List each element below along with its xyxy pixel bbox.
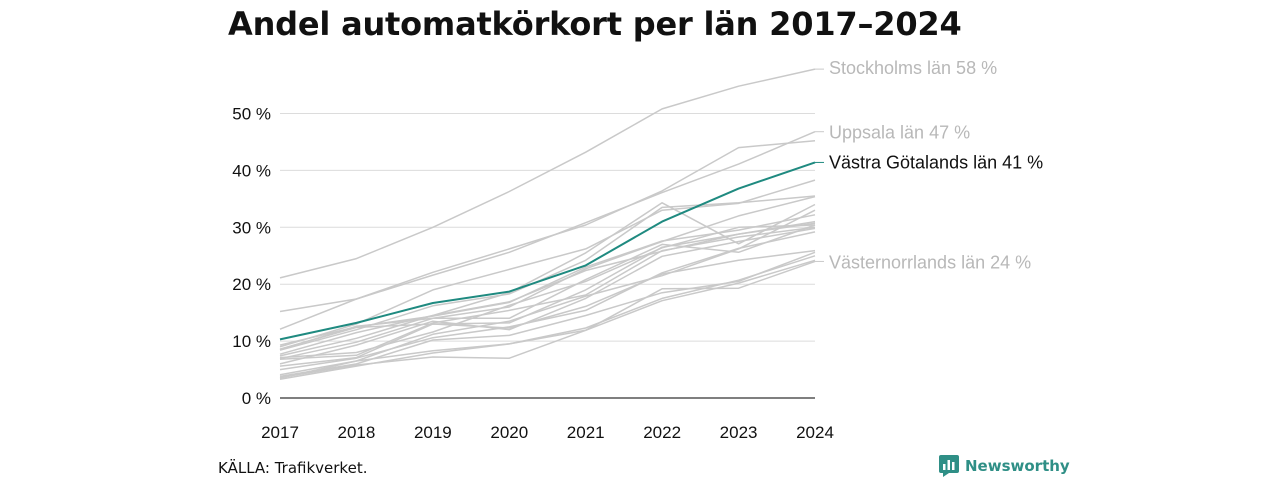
x-tick-label: 2020 [490,423,528,442]
newsworthy-icon [939,455,959,477]
brand-logo: Newsworthy [939,455,1070,477]
y-tick-label: 10 % [232,332,271,351]
county-line [279,179,816,348]
county-line [279,214,816,346]
county-line [279,209,816,376]
labeled-county-lines [279,68,816,379]
series-labels: Stockholms län 58 % Uppsala län 47 % Väste… [815,58,1043,272]
x-tick-label: 2019 [414,423,452,442]
county-line [279,249,816,350]
county-line [279,220,816,367]
county-line [279,259,816,379]
x-tick-label: 2018 [338,423,376,442]
series-label: Uppsala län 47 % [829,123,970,143]
y-tick-label: 20 % [232,275,271,294]
county-line [279,224,816,360]
county-line [279,226,816,361]
county-line [279,231,816,371]
brand-name: Newsworthy [965,457,1070,475]
y-tick-label: 0 % [242,389,271,408]
y-tick-label: 30 % [232,218,271,237]
y-axis-ticks: 0 % 10 % 20 % 30 % 40 % 50 % [232,105,271,409]
series-label: Stockholms län 58 % [829,58,997,78]
x-tick-label: 2022 [643,423,681,442]
x-tick-label: 2021 [567,423,605,442]
highlight-county-line [279,161,816,341]
y-tick-label: 40 % [232,161,271,180]
county-line [279,224,816,359]
x-tick-label: 2017 [261,423,299,442]
source-note: KÄLLA: Trafikverket. [218,459,368,477]
county-line [279,227,816,365]
labeled-county-line [279,68,816,279]
x-tick-label: 2024 [796,423,834,442]
x-tick-label: 2023 [720,423,758,442]
highlight-line [279,161,816,341]
x-axis-ticks: 2017 2018 2019 2020 2021 2022 2023 2024 [261,423,834,442]
labeled-county-line [279,131,816,330]
chart-title: Andel automatkörkort per län 2017–2024 [228,5,962,43]
highlight-label: Västra Götalands län 41 % [829,152,1043,172]
county-lines [279,140,816,380]
y-tick-label: 50 % [232,105,271,124]
labeled-county-line [279,260,816,379]
series-label: Västernorrlands län 24 % [829,252,1031,272]
